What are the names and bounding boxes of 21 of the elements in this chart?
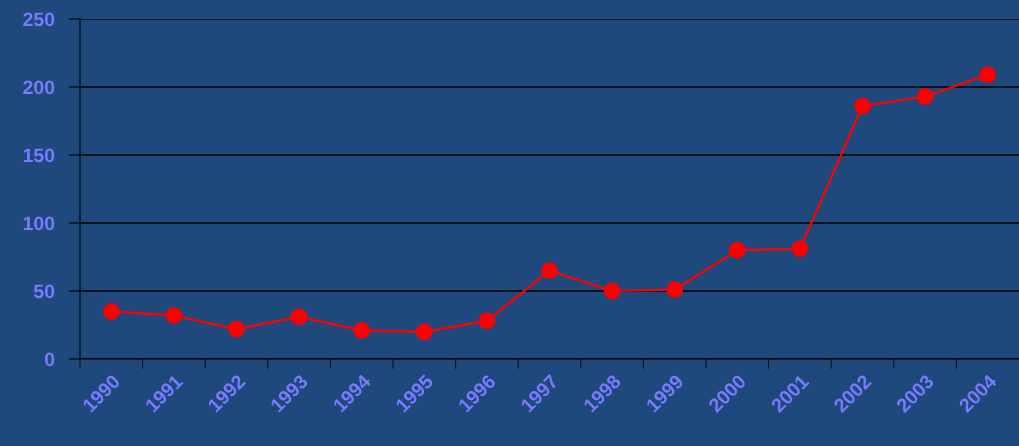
point [478,312,496,330]
point [603,282,621,300]
y-tick-label: 150 [23,148,55,163]
point [415,323,433,341]
point [353,322,371,339]
y-tick-label: 250 [23,12,55,27]
point [228,320,245,338]
point [666,281,684,298]
y-tick-label: 0 [44,352,55,367]
point [102,303,120,320]
point [290,308,308,326]
point [979,66,997,84]
y-tick-label: 200 [23,80,55,95]
y-tick-label: 100 [23,216,55,231]
point [916,88,934,105]
y-tick-label: 50 [33,284,55,299]
point [165,307,183,324]
point [541,262,558,279]
point [791,240,809,258]
point [728,241,746,259]
point [854,97,871,115]
